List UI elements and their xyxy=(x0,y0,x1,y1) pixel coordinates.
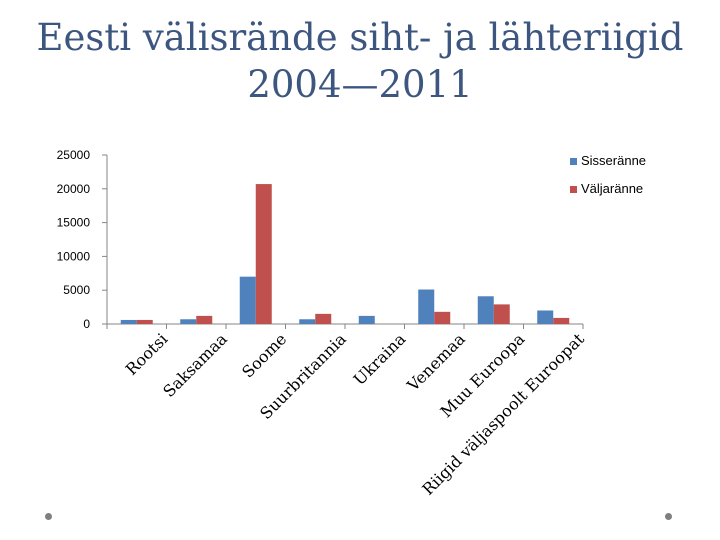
bar xyxy=(120,319,137,324)
bar xyxy=(239,276,256,324)
bar xyxy=(493,304,510,324)
bar xyxy=(180,319,197,324)
bar xyxy=(418,289,435,324)
legend-swatch xyxy=(570,186,577,193)
y-tick-label: 25000 xyxy=(57,148,91,162)
bar xyxy=(315,313,332,324)
bar xyxy=(299,319,316,324)
bar xyxy=(136,319,153,324)
legend-swatch xyxy=(570,158,577,165)
x-tick-label: Soome xyxy=(238,329,290,381)
slide-title: Eesti välisrände siht- ja lähteriigid 20… xyxy=(0,14,720,108)
legend: Sisseränne Väljaränne xyxy=(570,153,646,196)
y-tick-label: 15000 xyxy=(57,216,91,230)
title-line-2: 2004—2011 xyxy=(247,63,473,106)
x-tick-label: Rootsi xyxy=(122,329,172,379)
bar xyxy=(358,315,375,324)
x-tick-label: Ukraina xyxy=(350,329,410,389)
title-line-1: Eesti välisrände siht- ja lähteriigid xyxy=(36,16,684,59)
bar xyxy=(255,184,272,324)
legend-label: Väljaränne xyxy=(581,181,643,196)
y-tick-label: 0 xyxy=(83,317,90,331)
bar xyxy=(434,311,451,324)
legend-label: Sisseränne xyxy=(581,153,646,168)
decor-dot-left xyxy=(45,513,52,520)
y-tick-label: 10000 xyxy=(57,249,91,263)
bars xyxy=(120,184,570,324)
y-tick-label: 5000 xyxy=(63,283,90,297)
bar xyxy=(477,296,494,324)
bar xyxy=(537,310,554,324)
bar xyxy=(553,317,570,324)
decor-dot-right xyxy=(665,513,672,520)
x-tick-label: Saksamaa xyxy=(159,329,231,401)
x-axis xyxy=(106,323,584,329)
y-axis: 0 5000 10000 15000 20000 25000 xyxy=(57,148,108,331)
y-tick-label: 20000 xyxy=(57,182,91,196)
bar xyxy=(196,315,213,324)
